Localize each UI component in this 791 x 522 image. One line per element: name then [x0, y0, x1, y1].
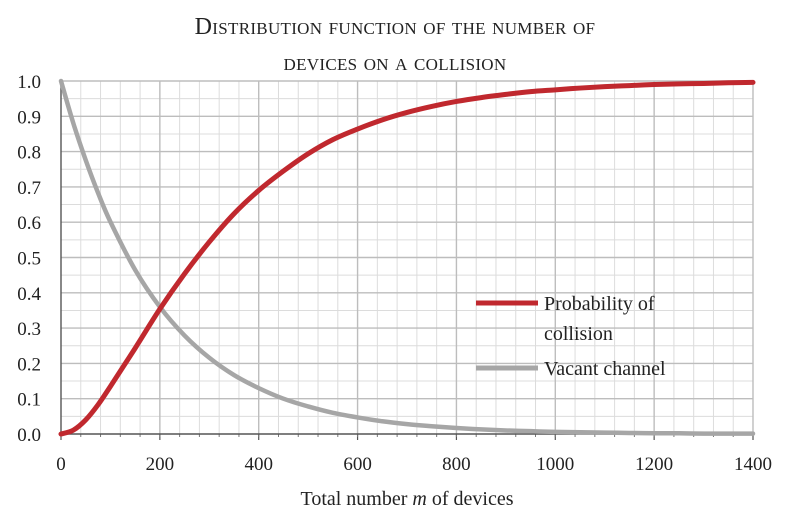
- x-tick-label: 800: [442, 454, 471, 475]
- y-tick-label: 0.6: [17, 213, 41, 234]
- chart-title-line-2: devices on a collision: [284, 50, 507, 76]
- x-tick-label: 0: [56, 454, 66, 475]
- y-tick-label: 0.1: [17, 390, 41, 411]
- x-axis-title-suffix: of devices: [427, 488, 514, 510]
- y-tick-label: 1.0: [17, 72, 41, 93]
- tick-labels: 0 200 400 600 800 1000 1200 1400 0.0 0.1 0.2 0.3 0.4…: [17, 72, 772, 475]
- series-line-vacant: [58, 78, 756, 436]
- y-tick-label: 0.9: [17, 107, 41, 128]
- y-tick-label: 0.2: [17, 354, 41, 375]
- x-axis-title-variable: m: [412, 488, 426, 510]
- y-tick-label: 0.3: [17, 319, 41, 340]
- y-tick-label: 0.0: [17, 425, 41, 446]
- x-axis-title-prefix: Total number: [301, 488, 413, 510]
- series-line-collision: [58, 79, 756, 437]
- x-tick-label: 200: [146, 454, 175, 475]
- x-tick-label: 1400: [734, 454, 772, 475]
- y-tick-label: 0.5: [17, 249, 41, 270]
- x-axis-title: Total number m of devices: [301, 488, 514, 510]
- legend-label-collision-line-2: collision: [544, 323, 613, 345]
- chart-title-line-1: Distribution function of the number of: [195, 14, 596, 40]
- legend-label-vacant: Vacant channel: [544, 358, 666, 380]
- axes: [60, 81, 754, 440]
- legend-label-collision-line-1: Probability of: [544, 293, 655, 315]
- y-tick-label: 0.4: [17, 284, 41, 305]
- y-tick-label: 0.8: [17, 143, 41, 164]
- major-gridlines: [61, 80, 754, 434]
- legend: Probability of collision Vacant channel: [476, 293, 666, 380]
- x-tick-label: 1000: [536, 454, 574, 475]
- x-tick-label: 1200: [635, 454, 673, 475]
- y-tick-label: 0.7: [17, 178, 41, 199]
- x-tick-label: 600: [343, 454, 372, 475]
- x-tick-label: 400: [244, 454, 273, 475]
- series-layer: [58, 78, 756, 437]
